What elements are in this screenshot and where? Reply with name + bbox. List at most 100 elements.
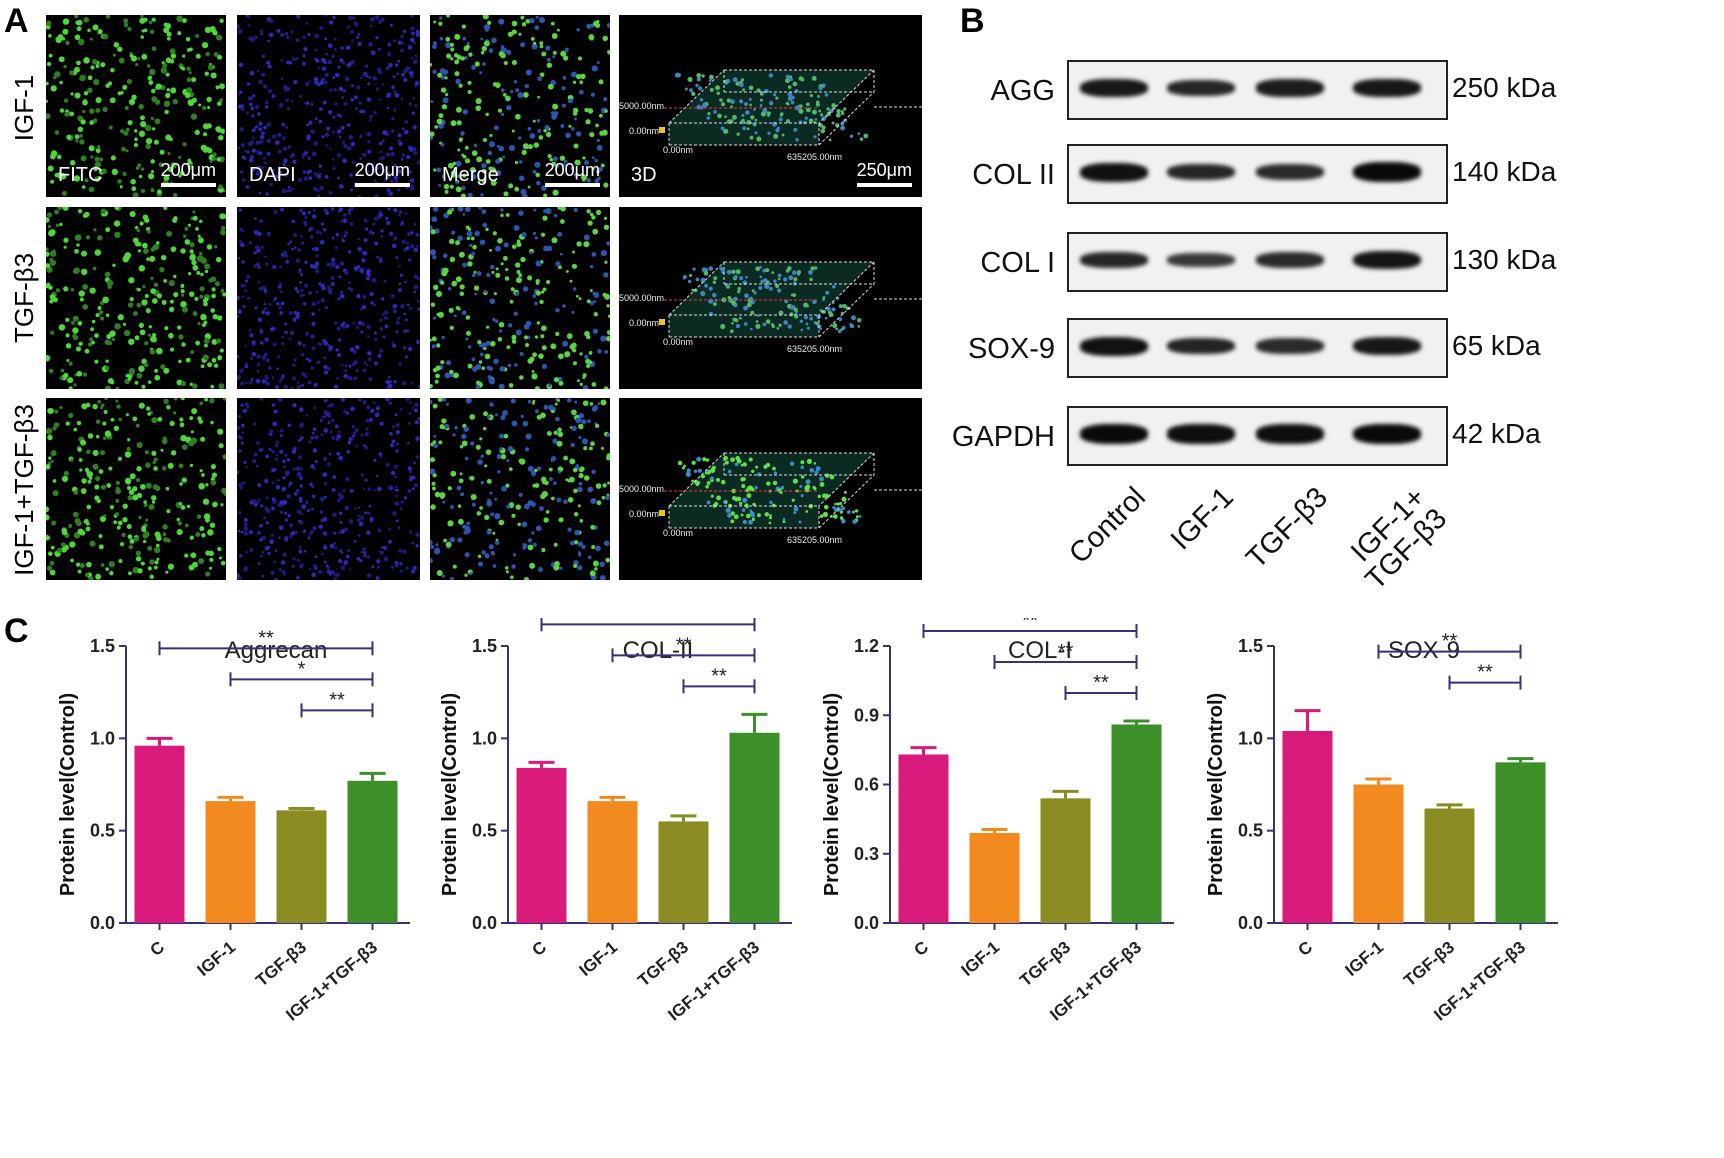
- y-tick-label: 1.5: [472, 636, 497, 656]
- chart-title: Aggrecan: [225, 637, 328, 664]
- blot-band: [1353, 162, 1421, 182]
- 3d-axis-label: 0.00nm: [663, 528, 693, 538]
- blot-strip: [1067, 406, 1448, 466]
- bar-chart-col-i: 0.0 0.3 0.6 0.9 1.2 Protein level(Control) COL…: [821, 618, 1174, 1025]
- bar: [1282, 730, 1333, 923]
- chart-title: COL-I: [1008, 637, 1072, 664]
- micro-panel-r0-fitc: FITC 200μm: [46, 15, 226, 197]
- bar: [969, 832, 1020, 923]
- micro-caption: Merge: [442, 164, 499, 186]
- blot-size-label: 130 kDa: [1452, 244, 1557, 275]
- significance-label: *: [644, 618, 652, 625]
- bar: [205, 801, 256, 923]
- bar-chart-aggrecan: 0.0 0.5 1.0 1.5 Protein level(Control) Aggrec…: [57, 627, 410, 1025]
- blot-band: [1353, 337, 1421, 355]
- blot-band: [1080, 424, 1148, 444]
- panel-b-label: B: [960, 2, 985, 40]
- y-tick-label: 1.2: [854, 636, 879, 656]
- blot-band: [1080, 252, 1148, 268]
- blot-band: [1353, 424, 1421, 444]
- x-tick-label: IGF-1: [1342, 938, 1388, 980]
- y-axis-label: Protein level(Control): [1205, 693, 1227, 896]
- chart-title: SOX-9: [1388, 637, 1460, 664]
- 3d-axis-label: 0.00nm: [629, 126, 659, 136]
- y-tick-label: 0.6: [854, 775, 879, 795]
- y-axis-label: Protein level(Control): [57, 693, 79, 896]
- x-tick-label: C: [1294, 938, 1316, 960]
- micro-panel-r0-3d: 5000.00nm 0.00nm 0.00nm 635205.00nm 3D 250μm: [619, 15, 922, 197]
- chart-title: COL-II: [623, 637, 694, 664]
- x-tick-label: C: [146, 938, 168, 960]
- blot-band: [1353, 250, 1421, 270]
- 3d-axis-label: 5000.00nm: [619, 293, 664, 303]
- row-label-combo: IGF-1+TGF-β3: [9, 404, 39, 576]
- y-tick-label: 1.5: [90, 636, 115, 656]
- y-axis-label: Protein level(Control): [821, 693, 843, 896]
- y-tick-label: 0.0: [854, 913, 879, 933]
- y-tick-label: 0.0: [1238, 913, 1263, 933]
- 3d-axis-label: 0.00nm: [663, 337, 693, 347]
- bar: [1111, 724, 1162, 923]
- 3d-axis-label: 635205.00nm: [787, 344, 842, 354]
- bar: [729, 732, 780, 923]
- scale-bar-label: 250μm: [856, 160, 912, 180]
- 3d-axis-label: 0.00nm: [629, 509, 659, 519]
- y-tick-label: 0.9: [854, 705, 879, 725]
- bar: [134, 745, 185, 923]
- blot-band: [1080, 336, 1148, 356]
- panel-c-label: C: [4, 612, 29, 650]
- significance-label: **: [1022, 618, 1038, 632]
- blot-band: [1167, 164, 1235, 180]
- scale-bar-line: [160, 183, 216, 187]
- x-tick-label: TGF-β3: [1400, 938, 1458, 991]
- micro-panel-r2-dapi: [237, 398, 420, 580]
- micro-panel-r1-merge: [430, 207, 610, 389]
- scale-bar-label: 200μm: [544, 160, 600, 180]
- micro-panel-r2-merge: [430, 398, 610, 580]
- blot-strip: [1067, 232, 1448, 292]
- significance-label: **: [1058, 641, 1074, 663]
- blot-band: [1256, 338, 1324, 354]
- micro-caption: 3D: [631, 164, 657, 186]
- y-tick-label: 1.5: [1238, 636, 1263, 656]
- bar: [1040, 798, 1091, 923]
- significance-label: **: [1093, 672, 1109, 694]
- bar: [587, 801, 638, 923]
- blot-band: [1080, 79, 1148, 97]
- blot-band: [1353, 79, 1421, 97]
- scale-bar-line: [354, 183, 410, 187]
- micro-panel-r2-3d: 5000.00nm 0.00nm 0.00nm 635205.00nm: [619, 398, 922, 580]
- scale-bar: 250μm: [856, 160, 912, 187]
- blot-band: [1256, 252, 1324, 268]
- y-tick-label: 0.0: [90, 913, 115, 933]
- y-tick-label: 0.3: [854, 844, 879, 864]
- bar-chart-sox-9: 0.0 0.5 1.0 1.5 Protein level(Control) SOX-9 C…: [1205, 631, 1558, 1025]
- micro-panel-r1-3d: 5000.00nm 0.00nm 0.00nm 635205.00nm: [619, 207, 922, 389]
- micro-panel-r0-dapi: DAPI 200μm: [237, 15, 420, 197]
- blot-protein-label: AGG: [990, 75, 1055, 107]
- blot-size-label: 42 kDa: [1452, 418, 1541, 449]
- row-label-tgfb3: TGF-β3: [9, 252, 39, 344]
- bar: [898, 754, 949, 923]
- blot-size-label: 250 kDa: [1452, 72, 1557, 103]
- significance-label: *: [298, 658, 306, 680]
- y-tick-label: 0.5: [1238, 821, 1263, 841]
- blot-protein-label: COL II: [972, 159, 1055, 191]
- blot-band: [1256, 164, 1324, 180]
- scale-bar-line: [544, 183, 600, 187]
- x-tick-label: IGF-1: [576, 938, 622, 980]
- scale-bar-label: 200μm: [354, 160, 410, 180]
- micro-panel-r0-merge: Merge 200μm: [430, 15, 610, 197]
- 3d-axis-label: 0.00nm: [663, 145, 693, 155]
- bar: [347, 780, 398, 923]
- x-tick-label: IGF-1: [958, 938, 1004, 980]
- blot-band: [1256, 79, 1324, 97]
- y-tick-label: 1.0: [472, 728, 497, 748]
- blot-band: [1167, 424, 1235, 444]
- blot-protein-label: SOX-9: [967, 333, 1055, 365]
- blot-size-label: 65 kDa: [1452, 330, 1541, 361]
- 3d-axis-label: 635205.00nm: [787, 152, 842, 162]
- x-tick-label: TGF-β3: [252, 938, 310, 991]
- blot-strip: [1067, 144, 1448, 204]
- 3d-axis-label: 5000.00nm: [619, 484, 664, 494]
